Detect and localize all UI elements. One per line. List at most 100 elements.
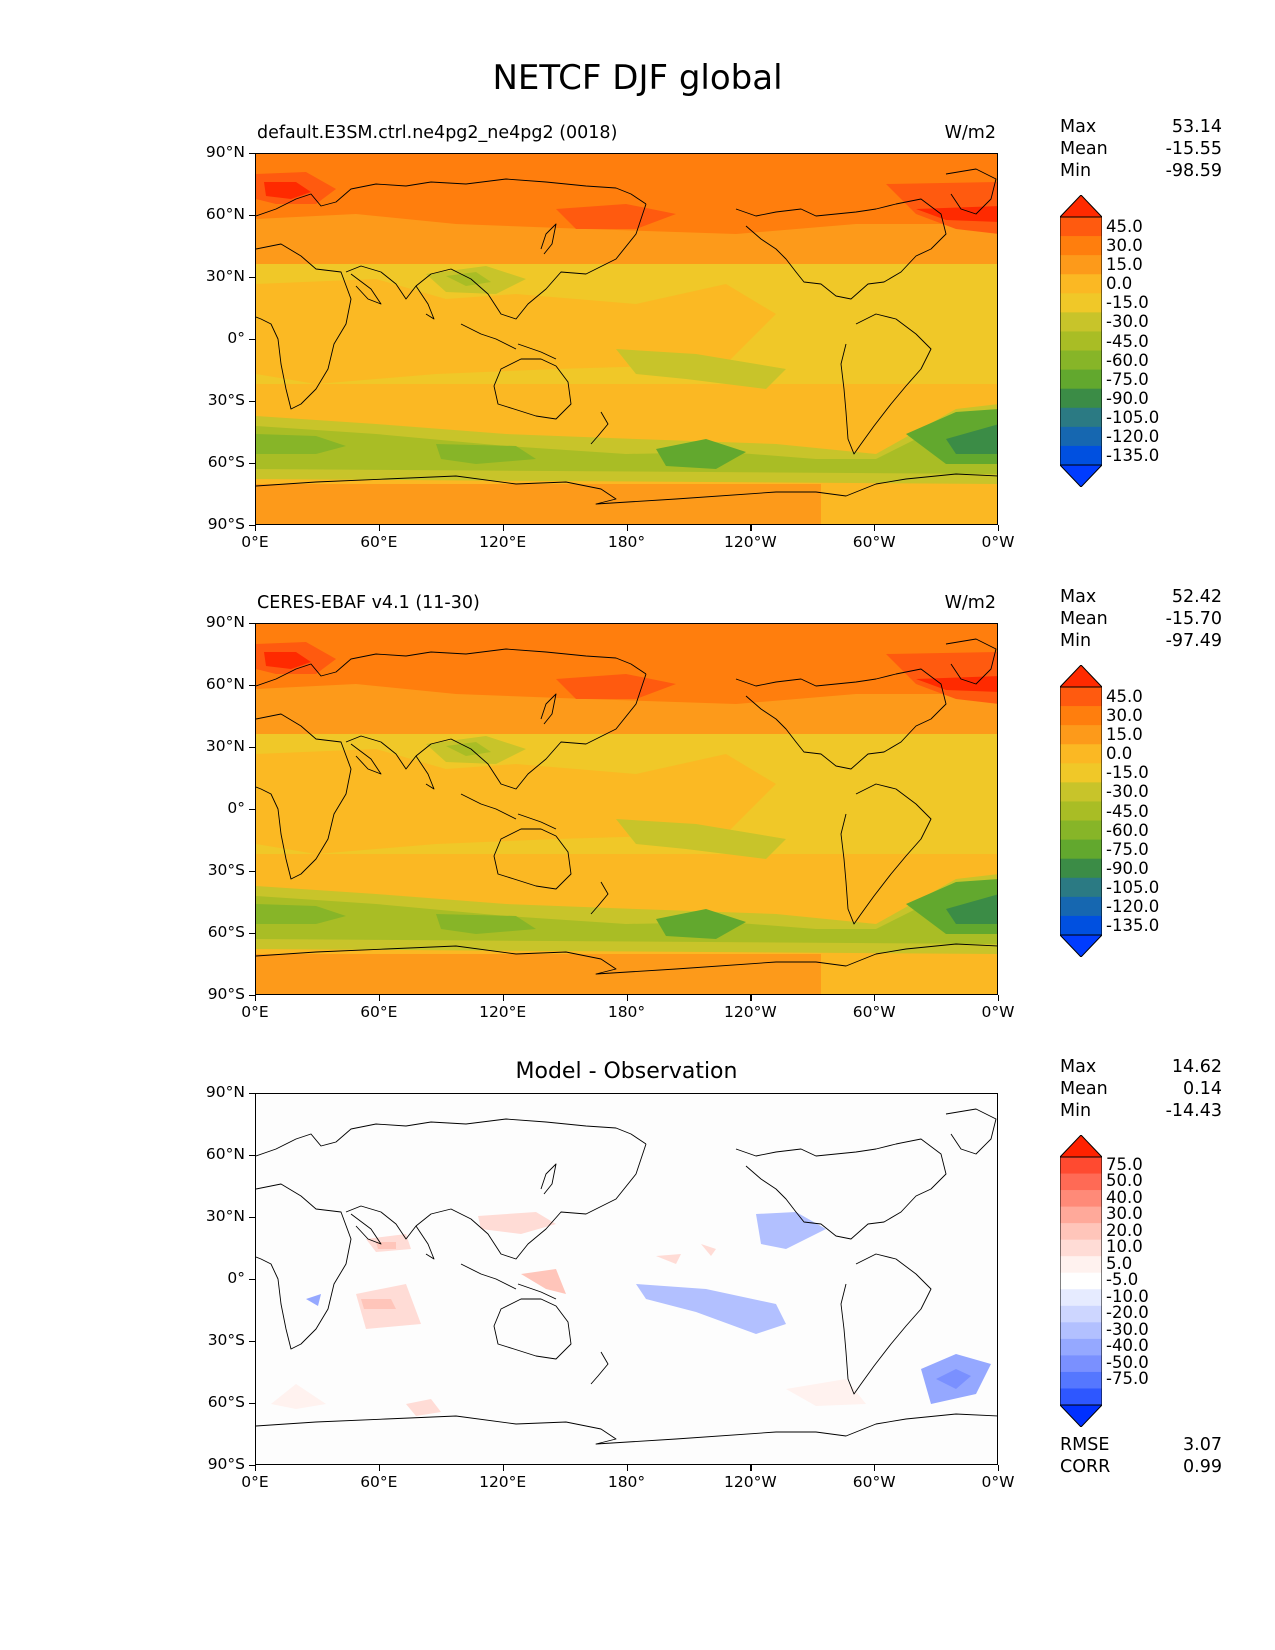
field-so-core-atlantic-inner	[946, 894, 997, 924]
y-tick-label: 30°N	[205, 737, 245, 755]
diff-anomaly-12	[636, 1284, 786, 1334]
diff-anomaly-7	[701, 1244, 716, 1256]
colorbar-segment	[1060, 1322, 1102, 1340]
colorbar-segment	[1060, 858, 1102, 879]
x-tick-mark	[255, 525, 257, 531]
y-tick-mark	[249, 463, 255, 465]
x-tick-mark	[874, 525, 876, 531]
diff-anomaly-6	[656, 1254, 681, 1264]
colorbar-tick-label: -60.0	[1106, 820, 1149, 840]
x-tick-mark	[378, 1465, 381, 1471]
coastline-10	[735, 1138, 947, 1240]
colorbar-segment	[1060, 217, 1102, 237]
panel-units: W/m2	[944, 123, 996, 143]
colorbar-tick-label: 0.0	[1106, 274, 1133, 294]
y-tick-mark	[249, 933, 255, 935]
panel-title: default.E3SM.ctrl.ne4pg2_ne4pg2 (0018)	[257, 123, 618, 143]
colorbar-segment	[1060, 1305, 1102, 1323]
x-tick-label: 0°W	[981, 533, 1015, 551]
colorbar-segment	[1060, 1223, 1102, 1241]
colorbar-segment	[1060, 312, 1102, 332]
y-tick-mark	[249, 401, 255, 403]
stat-value: 0.14	[1183, 1079, 1222, 1099]
x-tick-mark	[626, 525, 628, 531]
colorbar-tick-label: -40.0	[1106, 1336, 1149, 1356]
colorbar-segment	[1060, 1338, 1102, 1356]
stat-value: -15.70	[1165, 609, 1222, 629]
x-tick-mark	[255, 1465, 257, 1471]
colorbar-tick-label: -5.0	[1106, 1270, 1139, 1290]
colorbar-segment	[1060, 725, 1102, 745]
coastline-12	[945, 168, 997, 215]
stat-row-max: Max 52.42	[1060, 587, 1222, 607]
colorbar-container	[1058, 1134, 1104, 1431]
field-so-core-west	[256, 434, 346, 454]
stat-value: -97.49	[1165, 631, 1222, 651]
field-patch-asia-core	[446, 742, 491, 756]
colorbar-tick-label: 45.0	[1106, 217, 1143, 237]
diff-anomaly-8	[786, 1379, 866, 1406]
colorbar-segment	[1060, 1190, 1102, 1208]
colorbar-tick-label: 30.0	[1106, 706, 1143, 726]
x-tick-mark	[874, 1465, 876, 1471]
colorbar-segment	[1060, 687, 1102, 707]
panel-center-title: Model - Observation	[515, 1059, 738, 1084]
colorbar-bottom-extend	[1058, 934, 1104, 958]
colorbar-segment	[1060, 255, 1102, 275]
coastline-5	[460, 323, 517, 350]
coastline-2	[345, 1143, 647, 1260]
colorbar-segment	[1060, 350, 1102, 371]
diff-anomaly-11	[756, 1212, 826, 1249]
y-tick-mark	[249, 1403, 255, 1405]
x-tick-label: 60°E	[360, 1473, 398, 1491]
x-tick-mark	[750, 995, 752, 1001]
figure-title: NETCF DJF global	[492, 58, 783, 98]
coastline-9	[590, 1351, 609, 1385]
x-tick-label: 120°E	[479, 1003, 527, 1021]
diff-anomaly-14	[936, 1369, 971, 1389]
field-band-antarctic-east	[821, 484, 997, 524]
colorbar-segment	[1060, 369, 1102, 390]
x-tick-mark	[998, 1465, 1000, 1471]
stat-row-min: Min -98.59	[1060, 161, 1222, 181]
coastline-13	[256, 473, 997, 505]
coastline-8	[493, 828, 572, 890]
colorbar-segment	[1060, 801, 1102, 822]
colorbar-tick-label: 50.0	[1106, 1171, 1143, 1191]
colorbar-tick-label: -135.0	[1106, 916, 1160, 935]
coastline-10	[735, 198, 947, 300]
coastline-0	[256, 1183, 352, 1350]
x-tick-mark	[750, 525, 752, 531]
colorbar-bottom-extend	[1058, 1404, 1104, 1428]
colorbar-tick-label: 5.0	[1106, 1253, 1133, 1273]
colorbar-segment	[1060, 274, 1102, 294]
stat-label: Min	[1060, 1101, 1092, 1121]
diff-anomaly-0	[478, 1212, 556, 1234]
y-tick-mark	[249, 1093, 255, 1095]
x-tick-label: 0°W	[981, 1003, 1015, 1021]
y-tick-label: 60°N	[205, 675, 245, 693]
coastline-2	[345, 673, 647, 790]
y-tick-label: 90°N	[205, 1083, 245, 1101]
colorbar-tick-label: -15.0	[1106, 293, 1149, 313]
colorbar-top-extend	[1058, 664, 1104, 688]
diff-anomaly-10	[406, 1399, 441, 1416]
y-tick-label: 30°N	[205, 1207, 245, 1225]
y-tick-label: 30°S	[207, 1331, 245, 1349]
colorbar-tick-label: -50.0	[1106, 1352, 1149, 1372]
map-panel	[255, 1093, 998, 1465]
x-tick-mark	[998, 995, 1000, 1001]
colorbar-top-extend	[1058, 1134, 1104, 1158]
x-tick-label: 120°E	[479, 533, 527, 551]
map-panel	[255, 623, 998, 995]
colorbar-tick-label: 30.0	[1106, 236, 1143, 256]
colorbar-tick-label: -30.0	[1106, 312, 1149, 332]
y-tick-label: 60°N	[205, 205, 245, 223]
diff-anomaly-4	[361, 1299, 396, 1309]
coastline-8	[493, 358, 572, 420]
colorbar-tick-label: -120.0	[1106, 896, 1160, 916]
y-tick-mark	[249, 277, 255, 279]
x-tick-mark	[626, 1465, 628, 1471]
y-tick-mark	[249, 1155, 255, 1157]
field-hotspot-pacific	[556, 674, 676, 699]
